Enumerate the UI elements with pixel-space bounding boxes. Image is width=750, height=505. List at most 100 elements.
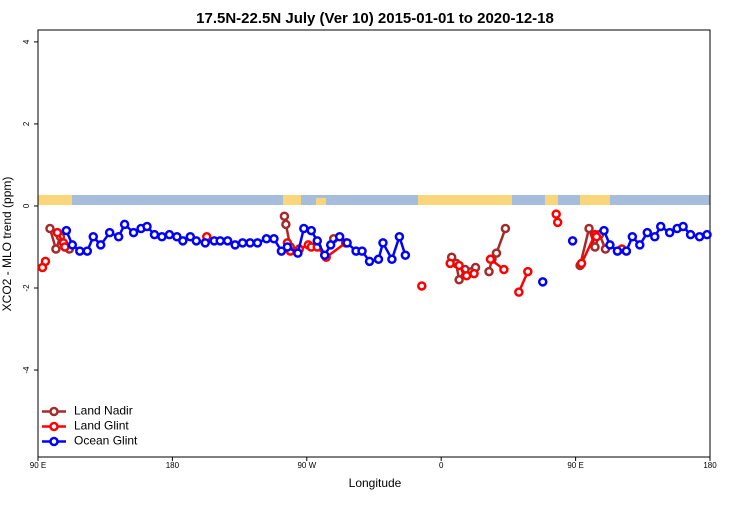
data-point [149, 229, 160, 240]
data-point [417, 281, 427, 291]
data-point [694, 231, 705, 242]
data-point [364, 256, 375, 267]
data-point [387, 254, 397, 265]
x-tick-label: 0 [439, 461, 444, 470]
data-point [591, 231, 602, 242]
data-point [373, 254, 384, 265]
legend-swatch-marker [49, 421, 59, 432]
data-point [445, 258, 455, 269]
data-point [612, 246, 623, 256]
data-point [200, 238, 211, 248]
data-point [237, 238, 248, 248]
data-point [113, 231, 124, 242]
data-point [75, 246, 85, 256]
x-tick-label: 90 E [30, 461, 46, 470]
land-strip [38, 195, 72, 205]
land-strip [316, 198, 326, 205]
data-point [642, 227, 653, 238]
data-point [88, 231, 99, 242]
data-point [514, 287, 524, 297]
data-point [400, 250, 411, 260]
data-point [605, 240, 615, 250]
data-point [378, 238, 388, 248]
legend-label: Land Nadir [74, 404, 133, 418]
data-point [172, 231, 182, 242]
y-tick-label: 4 [22, 39, 31, 44]
x-tick-label: 180 [166, 461, 180, 470]
data-point [306, 225, 317, 236]
data-point [621, 246, 632, 256]
data-point [537, 277, 548, 287]
data-point [245, 238, 255, 248]
ocean-strip [38, 195, 710, 205]
data-point [164, 229, 175, 240]
data-point [485, 254, 496, 265]
y-tick-label: 0 [22, 203, 31, 208]
land-mask [38, 195, 710, 205]
data-point [191, 236, 202, 246]
data-point [334, 231, 345, 242]
chart-title: 17.5N-22.5N July (Ver 10) 2015-01-01 to … [196, 10, 554, 27]
data-point [40, 256, 51, 267]
legend-label: Land Glint [74, 419, 129, 433]
data-point [357, 246, 367, 256]
legend-swatch-marker [49, 436, 59, 447]
data-point [281, 219, 291, 230]
data-point [142, 221, 152, 232]
data-point [279, 211, 290, 221]
data-point [461, 270, 472, 281]
data-point [222, 236, 233, 246]
data-point [664, 227, 675, 238]
data-point [342, 238, 352, 248]
data-point [500, 223, 511, 234]
data-point [454, 275, 464, 285]
plot-frame [37, 29, 711, 458]
data-point [185, 231, 196, 242]
data-point [261, 234, 272, 244]
data-point [484, 266, 494, 277]
data-point [67, 240, 78, 250]
y-tick-label: -4 [22, 366, 31, 374]
data-point [319, 250, 330, 260]
data-point [269, 234, 279, 244]
data-point [523, 266, 533, 277]
data-point [635, 240, 645, 250]
data-point [685, 229, 696, 240]
data-point [61, 225, 72, 236]
data-point [299, 223, 309, 234]
series-line [42, 214, 621, 292]
data-point [491, 248, 502, 258]
data-point [128, 227, 139, 238]
data-point [82, 246, 93, 256]
data-point [293, 248, 303, 258]
legend-label: Ocean Glint [74, 434, 138, 448]
x-tick-label: 90 W [297, 461, 316, 470]
data-point [51, 244, 61, 254]
data-point [178, 236, 188, 246]
data-point [499, 264, 509, 275]
data-point [469, 268, 479, 279]
data-point [649, 231, 660, 242]
data-point [567, 236, 578, 246]
data-point [312, 236, 323, 246]
data-point [702, 229, 712, 240]
data-point [454, 260, 464, 271]
data-point [276, 246, 287, 256]
data-point [215, 236, 225, 246]
land-strip [580, 195, 610, 205]
data-point [119, 219, 130, 230]
data-point [394, 231, 405, 242]
land-strip [418, 195, 512, 205]
data-point [655, 221, 666, 232]
data-point [252, 238, 263, 248]
data-point [282, 242, 293, 252]
data-point [104, 227, 115, 238]
x-tick-label: 90 E [567, 461, 583, 470]
data-point [552, 217, 563, 228]
data-point [325, 240, 336, 250]
data-point [230, 240, 240, 250]
data-point [95, 240, 106, 250]
data-point [45, 223, 55, 234]
